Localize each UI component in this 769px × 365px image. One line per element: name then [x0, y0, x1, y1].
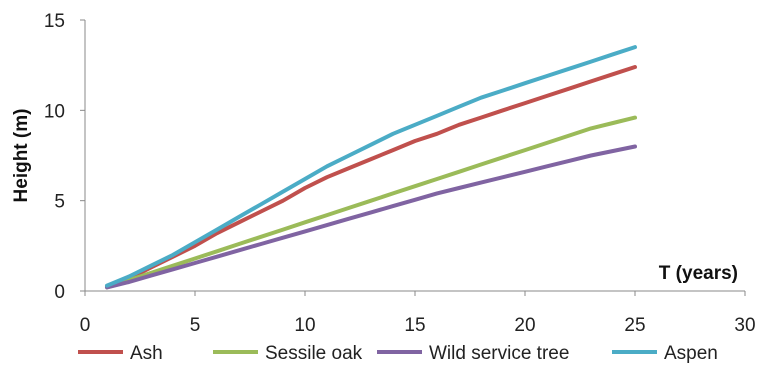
x-tick-label: 5	[190, 315, 201, 336]
legend-label-ash: Ash	[130, 343, 163, 364]
y-tick-label: 15	[44, 11, 65, 32]
legend: Ash Sessile oak Wild service tree Aspen	[78, 343, 718, 364]
y-tick-label: 10	[44, 101, 65, 122]
legend-label-sessile-oak: Sessile oak	[265, 343, 363, 364]
x-tick-label: 15	[404, 315, 425, 336]
series-line-sessile-oak	[105, 115, 637, 290]
y-axis-title: Height (m)	[11, 109, 32, 203]
x-tick-label: 20	[514, 315, 535, 336]
x-tick-label: 0	[80, 315, 91, 336]
y-tick-label: 0	[54, 282, 65, 303]
tick-labels: 0 5 10 15 0 5 10 15 20 25 30	[44, 11, 756, 336]
series-line-ash	[105, 65, 637, 289]
x-tick-label: 10	[294, 315, 315, 336]
y-tick-label: 5	[54, 192, 65, 213]
legend-label-aspen: Aspen	[664, 343, 718, 364]
series-line-wild-service-tree	[105, 144, 637, 290]
series-lines	[105, 45, 637, 290]
x-axis-title: T (years)	[659, 263, 738, 284]
legend-label-wild-service-tree: Wild service tree	[429, 343, 569, 364]
x-tick-label: 30	[734, 315, 755, 336]
series-line-aspen	[105, 45, 637, 288]
x-tick-label: 25	[624, 315, 645, 336]
